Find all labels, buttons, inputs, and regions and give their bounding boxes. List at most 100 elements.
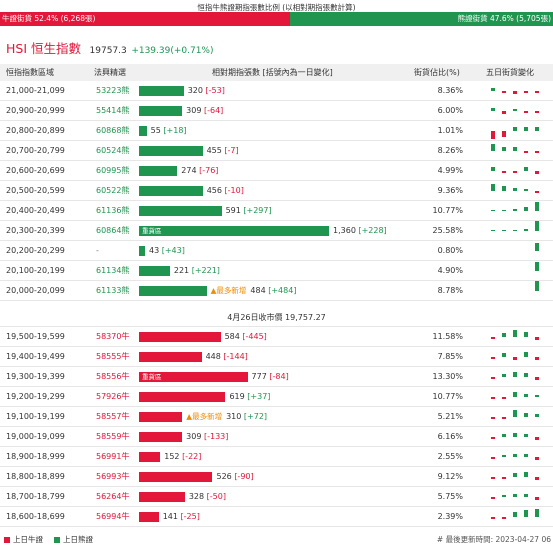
- row-product-code[interactable]: 60524熊: [96, 146, 130, 155]
- trend-bar: [502, 454, 506, 457]
- trend-bar: [491, 397, 495, 400]
- row-range: 18,900-18,999: [6, 452, 65, 461]
- row-range: 20,300-20,399: [6, 226, 65, 235]
- row-product-code[interactable]: 57926牛: [96, 392, 130, 401]
- trend-bar: [535, 477, 539, 481]
- table-row: 21,000-21,099 53223熊 320 [-53] 8.36%: [0, 81, 553, 101]
- table-row: 18,900-18,999 56991牛 152 [-22] 2.55%: [0, 447, 553, 467]
- row-product-code[interactable]: 60868熊: [96, 126, 130, 135]
- trend-bar: [535, 151, 539, 154]
- contracts-change: [-144]: [223, 352, 248, 361]
- trend-bar: [502, 91, 506, 94]
- row-product-code[interactable]: 58370牛: [96, 332, 130, 341]
- table-row: 18,700-18,799 56264牛 328 [-50] 5.75%: [0, 487, 553, 507]
- most-new-tag: ▲最多新增: [186, 412, 223, 421]
- contracts-number: 448: [205, 352, 221, 361]
- five-day-trend: [485, 141, 545, 161]
- trend-bar: [502, 517, 506, 520]
- row-product-code[interactable]: 61134熊: [96, 266, 130, 275]
- trend-bar: [491, 457, 495, 460]
- five-day-trend: [485, 81, 545, 101]
- contracts-number: 152: [164, 452, 180, 461]
- most-new-tag: ▲最多新增: [210, 286, 247, 295]
- five-day-trend: [485, 427, 545, 447]
- row-product-code[interactable]: 60995熊: [96, 166, 130, 175]
- trend-bar: [491, 337, 495, 340]
- contracts-value: 309 [-64]: [186, 101, 223, 121]
- contracts-number: 777: [251, 372, 267, 381]
- trend-bar: [513, 493, 517, 497]
- five-day-trend: [485, 121, 545, 141]
- legend-bull: 上日牛證: [4, 533, 43, 547]
- table-row: 19,000-19,099 58559牛 309 [-133] 6.16%: [0, 427, 553, 447]
- contracts-number: 43: [149, 246, 160, 255]
- trend-bar: [502, 494, 506, 497]
- column-trend: 五日街貨變化: [486, 68, 534, 77]
- row-product-code[interactable]: 55414熊: [96, 106, 130, 115]
- trend-bar: [502, 417, 506, 420]
- row-product-code[interactable]: 56991牛: [96, 452, 130, 461]
- row-product-code[interactable]: 58559牛: [96, 432, 130, 441]
- row-product-code[interactable]: 56993牛: [96, 472, 130, 481]
- contracts-change: [+43]: [161, 246, 185, 255]
- row-product-code[interactable]: 61133熊: [96, 286, 130, 295]
- row-range: 20,500-20,599: [6, 186, 65, 195]
- contracts-bar: [139, 332, 221, 342]
- heavy-zone-tag: 重貨區: [142, 227, 162, 235]
- table-row: 19,200-19,299 57926牛 619 [+37] 10.77%: [0, 387, 553, 407]
- row-product-code[interactable]: 60522熊: [96, 186, 130, 195]
- five-day-trend: [485, 161, 545, 181]
- row-product-code[interactable]: 56264牛: [96, 492, 130, 501]
- contracts-value: 455 [-7]: [207, 141, 239, 161]
- contracts-value: ▲最多新增 310 [+72]: [186, 407, 267, 427]
- trend-bar: [524, 166, 528, 171]
- trend-bar: [524, 111, 528, 114]
- trend-bar: [524, 188, 528, 191]
- five-day-trend: [485, 201, 545, 221]
- table-row: 19,300-19,399 58556牛 重貨區 777 [-84] 13.30%: [0, 367, 553, 387]
- row-share-pct: 10.77%: [432, 392, 463, 401]
- row-product-code[interactable]: 60864熊: [96, 226, 130, 235]
- contracts-change: [-90]: [234, 472, 254, 481]
- five-day-trend: [485, 347, 545, 367]
- row-range: 20,800-20,899: [6, 126, 65, 135]
- trend-bar: [502, 229, 506, 231]
- row-product-code[interactable]: 58556牛: [96, 372, 130, 381]
- row-product-code[interactable]: 56994牛: [96, 512, 130, 521]
- row-product-code[interactable]: 58557牛: [96, 412, 130, 421]
- trend-bar: [535, 243, 539, 251]
- trend-bar: [513, 126, 517, 131]
- trend-bar: [535, 357, 539, 361]
- table-row: 20,600-20,699 60995熊 274 [-76] 4.99%: [0, 161, 553, 181]
- contracts-number: 320: [187, 86, 203, 95]
- trend-bar: [535, 413, 539, 417]
- trend-bar: [513, 410, 517, 417]
- five-day-trend: [485, 507, 545, 527]
- trend-bar: [513, 453, 517, 457]
- trend-bar: [524, 471, 528, 477]
- contracts-number: 526: [216, 472, 232, 481]
- trend-bar: [535, 191, 539, 194]
- contracts-bar: [139, 392, 226, 402]
- contracts-change: [-76]: [199, 166, 219, 175]
- trend-bar: [491, 229, 495, 231]
- contracts-bar: [139, 472, 213, 482]
- contracts-bar: [139, 186, 203, 196]
- row-product-code[interactable]: 53223熊: [96, 86, 130, 95]
- row-product-code[interactable]: 61136熊: [96, 206, 130, 215]
- row-product-code[interactable]: 58555牛: [96, 352, 130, 361]
- trend-bar: [491, 107, 495, 111]
- row-range: 19,100-19,199: [6, 412, 65, 421]
- trend-bar: [502, 477, 506, 480]
- row-range: 20,400-20,499: [6, 206, 65, 215]
- contracts-change: [-53]: [205, 86, 225, 95]
- contracts-value: 55 [+18]: [151, 121, 187, 141]
- trend-bar: [535, 202, 539, 211]
- table-row: 20,000-20,099 61133熊 ▲最多新增 484 [+484] 8.78%: [0, 281, 553, 301]
- contracts-value: ▲最多新增 484 [+484]: [211, 281, 297, 301]
- contracts-change: [-133]: [203, 432, 229, 441]
- update-time: # 最後更新時間: 2023-04-27 06: [436, 535, 551, 544]
- trend-bar: [535, 171, 539, 175]
- trend-bar: [502, 397, 506, 400]
- trend-bar: [502, 352, 506, 357]
